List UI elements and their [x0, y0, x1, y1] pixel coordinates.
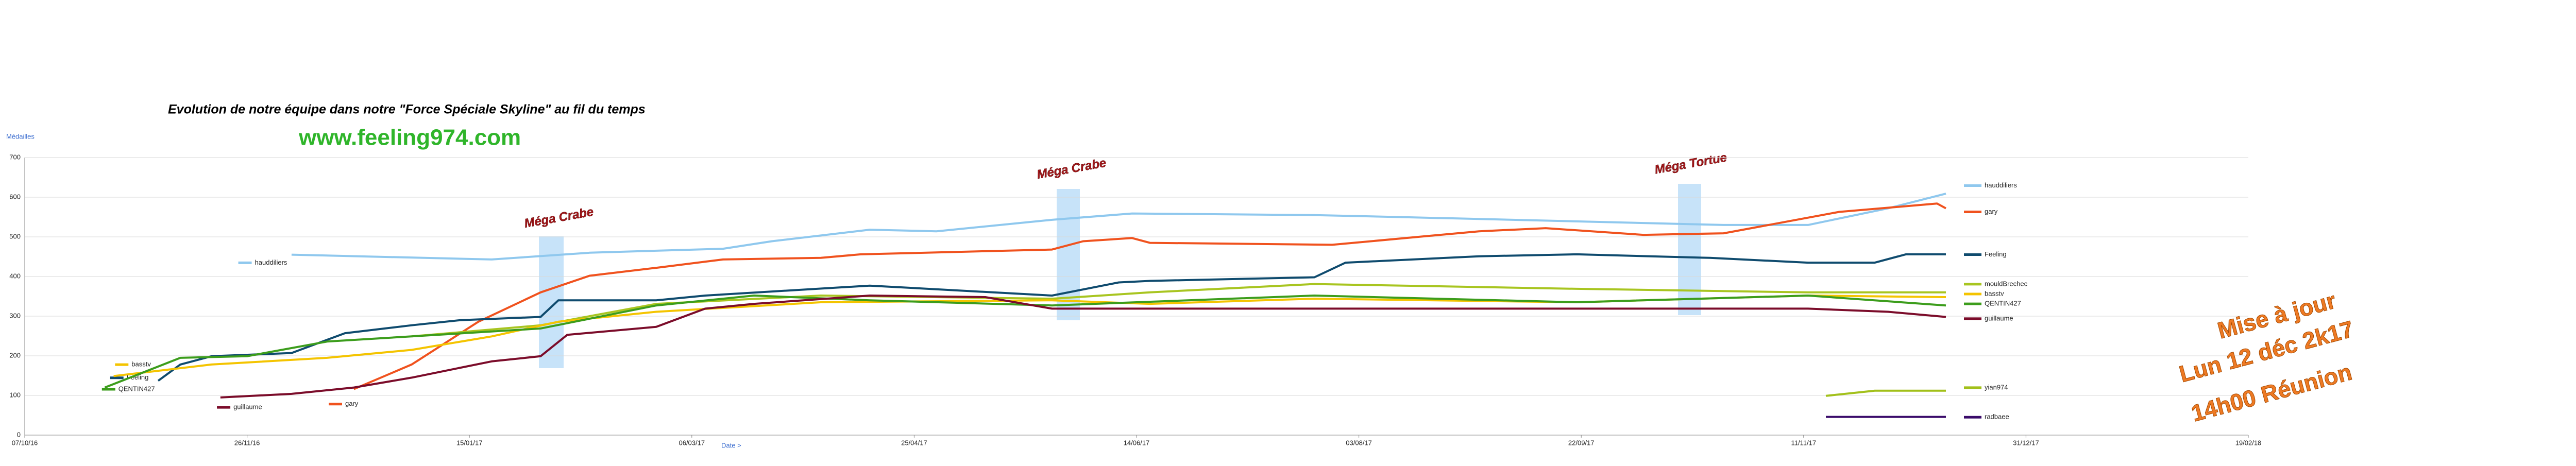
annotation: Méga Crabe	[1036, 156, 1107, 182]
legend-label: gary	[1985, 208, 1998, 215]
x-tick-label: 25/04/17	[901, 439, 927, 446]
legend-label: QENTIN427	[1985, 300, 2021, 307]
x-tick-label: 31/12/17	[2013, 439, 2039, 446]
series-line	[157, 253, 1946, 382]
series-line	[291, 193, 1946, 261]
legend-label: yian974	[1985, 383, 2008, 391]
x-tick-label: 22/09/17	[1568, 439, 1595, 446]
legend-label: radbaee	[1985, 413, 2009, 421]
x-tick-label: 15/01/17	[456, 439, 483, 446]
legend-label: Feeling	[1985, 250, 2007, 258]
series-line	[411, 283, 1946, 338]
legend-label: mouldBrechec	[1985, 280, 2028, 287]
start-label: basstv	[131, 360, 151, 368]
start-label: guillaume	[233, 403, 262, 411]
annotation: Méga Crabe	[523, 205, 595, 231]
x-tick-label: 03/08/17	[1346, 439, 1372, 446]
x-tick-label: 07/10/16	[12, 439, 38, 446]
series-line	[220, 295, 1946, 399]
y-tick-label: 400	[9, 272, 21, 280]
y-tick-label: 700	[9, 153, 21, 161]
x-tick-label: 06/03/17	[679, 439, 705, 446]
x-tick-label: 26/11/16	[234, 439, 260, 446]
annotation: Méga Tortue	[1654, 150, 1728, 177]
y-tick-label: 100	[9, 391, 21, 399]
y-tick-label: 0	[17, 430, 21, 438]
legend-label: basstv	[1985, 289, 2004, 297]
x-tick-label: 14/06/17	[1124, 439, 1150, 446]
highlight-box	[1678, 184, 1701, 315]
y-axis-label: Médailles	[6, 132, 35, 140]
series-line	[1825, 389, 1946, 397]
legend-label: hauddiliers	[1985, 181, 2017, 189]
highlight-box	[539, 236, 564, 368]
chart-subtitle: www.feeling974.com	[298, 125, 521, 150]
start-label: QENTIN427	[118, 385, 155, 392]
start-label: Feeling	[127, 373, 149, 381]
y-tick-label: 300	[9, 312, 21, 319]
x-axis-label: Date >	[721, 441, 741, 449]
series-line	[104, 295, 1946, 389]
x-tick-label: 19/02/18	[2235, 439, 2262, 446]
chart-title: Evolution de notre équipe dans notre "Fo…	[168, 102, 646, 117]
start-label: gary	[345, 400, 359, 407]
y-tick-label: 600	[9, 193, 21, 200]
y-tick-label: 200	[9, 351, 21, 359]
x-tick-label: 11/11/17	[1791, 439, 1816, 446]
series-line	[353, 202, 1946, 390]
start-label: hauddiliers	[255, 258, 287, 266]
legend-label: guillaume	[1985, 314, 2013, 322]
y-tick-label: 500	[9, 232, 21, 240]
